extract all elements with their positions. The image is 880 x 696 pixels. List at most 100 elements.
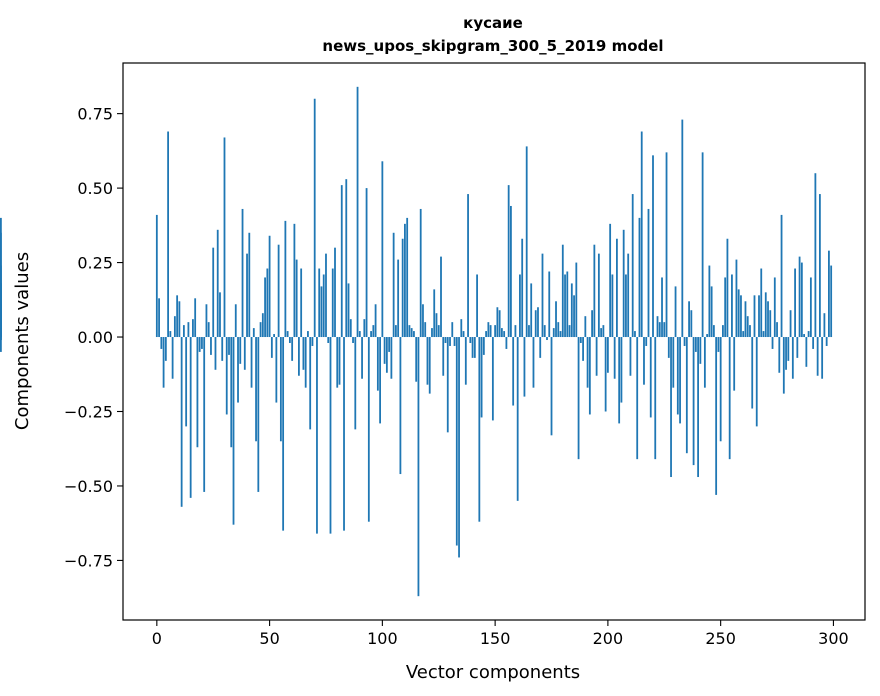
bar [769,310,772,338]
bar [370,331,372,338]
bar [0,328,2,338]
bar [273,334,275,338]
bar [203,337,206,492]
bar [658,322,661,338]
bar [270,337,273,358]
bar [699,337,702,364]
bar [194,298,197,338]
bar [814,173,817,338]
bar [331,268,334,338]
bar [182,325,185,338]
bar [557,322,560,338]
bar [787,337,790,361]
bar-series [0,86,833,597]
bar [307,331,309,338]
bar [519,274,521,338]
bar [570,283,573,338]
bar [537,307,539,338]
bar [178,301,181,338]
bar [602,325,605,338]
bar [697,337,699,478]
bar [268,235,271,338]
bar [433,289,436,338]
bar [201,337,203,349]
bar [205,304,208,338]
bar [742,331,745,338]
bar [606,337,609,373]
bar [818,194,821,338]
bar [388,337,391,352]
bar [408,325,411,338]
bar [625,274,627,338]
bar [295,259,298,338]
bar [735,259,738,338]
y-axis-label: Components values [12,252,33,430]
bar [399,337,402,475]
bar [458,337,460,558]
bar [665,152,668,338]
bar [679,337,681,424]
bar [539,337,542,358]
bar [717,337,720,352]
bar [771,337,774,349]
bar [785,337,787,370]
bar [250,337,253,388]
bar [259,322,262,338]
bar [282,337,285,531]
bar [809,277,812,338]
bar [791,337,794,379]
bar [487,322,490,338]
bar [167,131,169,338]
bar [219,292,221,338]
bar [404,223,406,338]
bar [363,319,366,338]
bar [374,304,377,338]
bar [726,238,729,338]
bar [575,262,578,338]
bar [0,337,2,341]
bar [214,337,217,370]
bar [737,289,740,338]
bar [796,337,799,358]
bar [622,229,625,338]
bar [243,337,246,370]
bar [740,295,742,338]
bar [424,322,427,338]
bar [381,161,384,338]
bar [349,319,352,338]
bar [710,286,713,338]
bar [192,319,194,338]
bar [401,238,404,338]
bar [467,194,469,338]
bar [298,337,300,376]
bar [724,277,727,338]
bar [733,337,736,391]
bar [654,337,657,460]
bar [746,316,749,338]
bar [588,337,591,415]
bar [440,256,442,338]
bar [473,337,476,358]
bar [325,253,327,338]
bar [794,268,796,338]
bar [417,337,420,597]
bar [365,188,368,338]
bar [753,295,756,338]
bar [361,337,363,379]
bar [225,337,228,415]
bar [582,337,584,361]
bar [543,325,546,338]
bar [564,274,566,338]
bar [284,220,287,338]
bar [372,325,375,338]
bar [667,337,670,358]
bar [719,337,722,442]
bar [505,337,508,349]
bar [521,238,524,338]
bar [266,268,269,338]
bar [279,337,282,442]
y-tick-label: 0.75 [77,105,113,124]
bar [347,283,350,338]
